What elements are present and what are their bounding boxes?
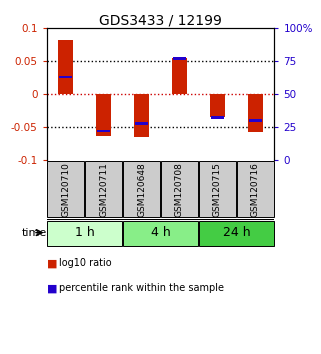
Bar (249, 119, 262, 122)
Title: GDS3433 / 12199: GDS3433 / 12199 (99, 13, 222, 27)
Text: GSM120715: GSM120715 (213, 162, 222, 217)
Bar (173, 57, 186, 60)
Text: time: time (21, 228, 47, 238)
Text: 4 h: 4 h (151, 226, 170, 239)
Bar (97, 130, 110, 132)
Text: percentile rank within the sample: percentile rank within the sample (59, 283, 224, 293)
FancyBboxPatch shape (47, 221, 122, 246)
Bar (248, 94, 263, 132)
Bar (135, 122, 148, 125)
FancyBboxPatch shape (199, 221, 274, 246)
FancyBboxPatch shape (123, 221, 198, 246)
FancyBboxPatch shape (123, 161, 160, 217)
Text: 1 h: 1 h (75, 226, 94, 239)
Text: 24 h: 24 h (223, 226, 250, 239)
Bar (58, 40, 73, 94)
Bar (210, 94, 225, 117)
Bar (96, 94, 111, 136)
Text: GSM120710: GSM120710 (61, 162, 70, 217)
Text: ■: ■ (47, 283, 57, 293)
Bar (59, 76, 72, 79)
FancyBboxPatch shape (161, 161, 198, 217)
Bar (211, 116, 224, 119)
FancyBboxPatch shape (85, 161, 122, 217)
Text: ■: ■ (47, 258, 57, 268)
Bar (172, 58, 187, 94)
Text: GSM120716: GSM120716 (251, 162, 260, 217)
FancyBboxPatch shape (47, 161, 84, 217)
FancyBboxPatch shape (237, 161, 274, 217)
Text: GSM120711: GSM120711 (99, 162, 108, 217)
Text: GSM120708: GSM120708 (175, 162, 184, 217)
Text: GSM120648: GSM120648 (137, 162, 146, 217)
FancyBboxPatch shape (199, 161, 236, 217)
Bar (134, 94, 149, 137)
Text: log10 ratio: log10 ratio (59, 258, 112, 268)
